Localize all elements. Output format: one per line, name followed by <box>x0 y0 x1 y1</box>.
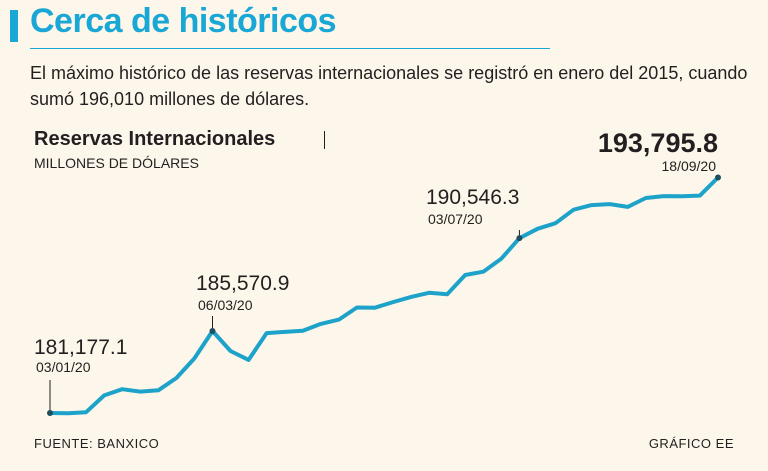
title-divider <box>30 48 550 49</box>
annotation-value: 185,570.9 <box>196 272 289 295</box>
annotation-marker <box>209 327 216 334</box>
page-title: Cerca de históricos <box>30 2 337 40</box>
annotation-marker <box>47 409 53 416</box>
annotation-value: 193,795.8 <box>598 128 718 158</box>
credit-note: GRÁFICO EE <box>648 436 734 451</box>
series-line <box>48 175 720 416</box>
source-note: FUENTE: BANXICO <box>34 436 160 451</box>
chart-units: MILLONES DE DÓLARES <box>34 155 199 171</box>
annotation-date: 03/07/20 <box>428 211 483 227</box>
annotation-date: 18/09/20 <box>662 158 717 174</box>
annotation-value: 190,546.3 <box>426 186 519 209</box>
annotation-value: 181,177.1 <box>34 336 127 359</box>
annotation-marker <box>516 235 523 242</box>
annotation-marker <box>715 174 721 181</box>
annotation-date: 06/03/20 <box>198 297 253 313</box>
chart-title-divider <box>324 131 325 149</box>
chart-title: Reservas Internacionales <box>34 128 276 150</box>
annotation-date: 03/01/20 <box>36 359 91 375</box>
title-accent-bar <box>10 10 18 42</box>
subtitle: El máximo histórico de las reservas inte… <box>30 63 748 109</box>
